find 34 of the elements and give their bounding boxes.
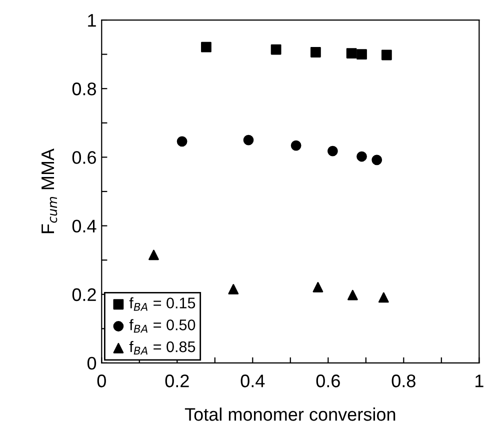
y-tick-label: 0.4 xyxy=(72,220,96,232)
x-tick-label: 0.4 xyxy=(240,374,265,388)
x-tick-label: 0 xyxy=(97,374,106,388)
point xyxy=(327,146,338,156)
y-tick-label: 0 xyxy=(87,356,96,370)
y-tick-label: 1 xyxy=(88,14,96,27)
legend-label: f$_{BA}$ = 0.85 xyxy=(129,340,196,355)
point xyxy=(381,50,392,60)
point xyxy=(290,140,302,151)
point xyxy=(270,44,282,55)
legend-label: f$_{BA}$ = 0.50 xyxy=(129,319,196,333)
point xyxy=(243,134,254,146)
x-tick-label: 0.8 xyxy=(392,374,416,388)
point xyxy=(378,292,389,303)
point xyxy=(310,47,321,58)
point xyxy=(372,154,382,166)
x-tick-label: 1 xyxy=(476,374,484,388)
point xyxy=(176,136,188,147)
point xyxy=(201,42,212,52)
point xyxy=(356,49,367,60)
y-tick-label: 0.2 xyxy=(72,288,96,302)
point xyxy=(312,282,324,292)
y-tick-label: 0.6 xyxy=(72,151,96,164)
x-axis-title: Total monomer conversion xyxy=(184,408,396,421)
x-tick-label: 0.6 xyxy=(316,374,340,388)
point xyxy=(347,290,358,300)
point xyxy=(356,151,367,162)
point xyxy=(228,284,239,294)
y-axis-title: F$_{cum}$ MMA xyxy=(42,148,58,234)
point xyxy=(346,48,357,58)
legend-label: f$_{BA}$ = 0.15 xyxy=(129,297,196,311)
point xyxy=(148,250,159,260)
y-tick-label: 0.8 xyxy=(72,82,96,96)
x-tick-label: 0.2 xyxy=(165,374,189,388)
